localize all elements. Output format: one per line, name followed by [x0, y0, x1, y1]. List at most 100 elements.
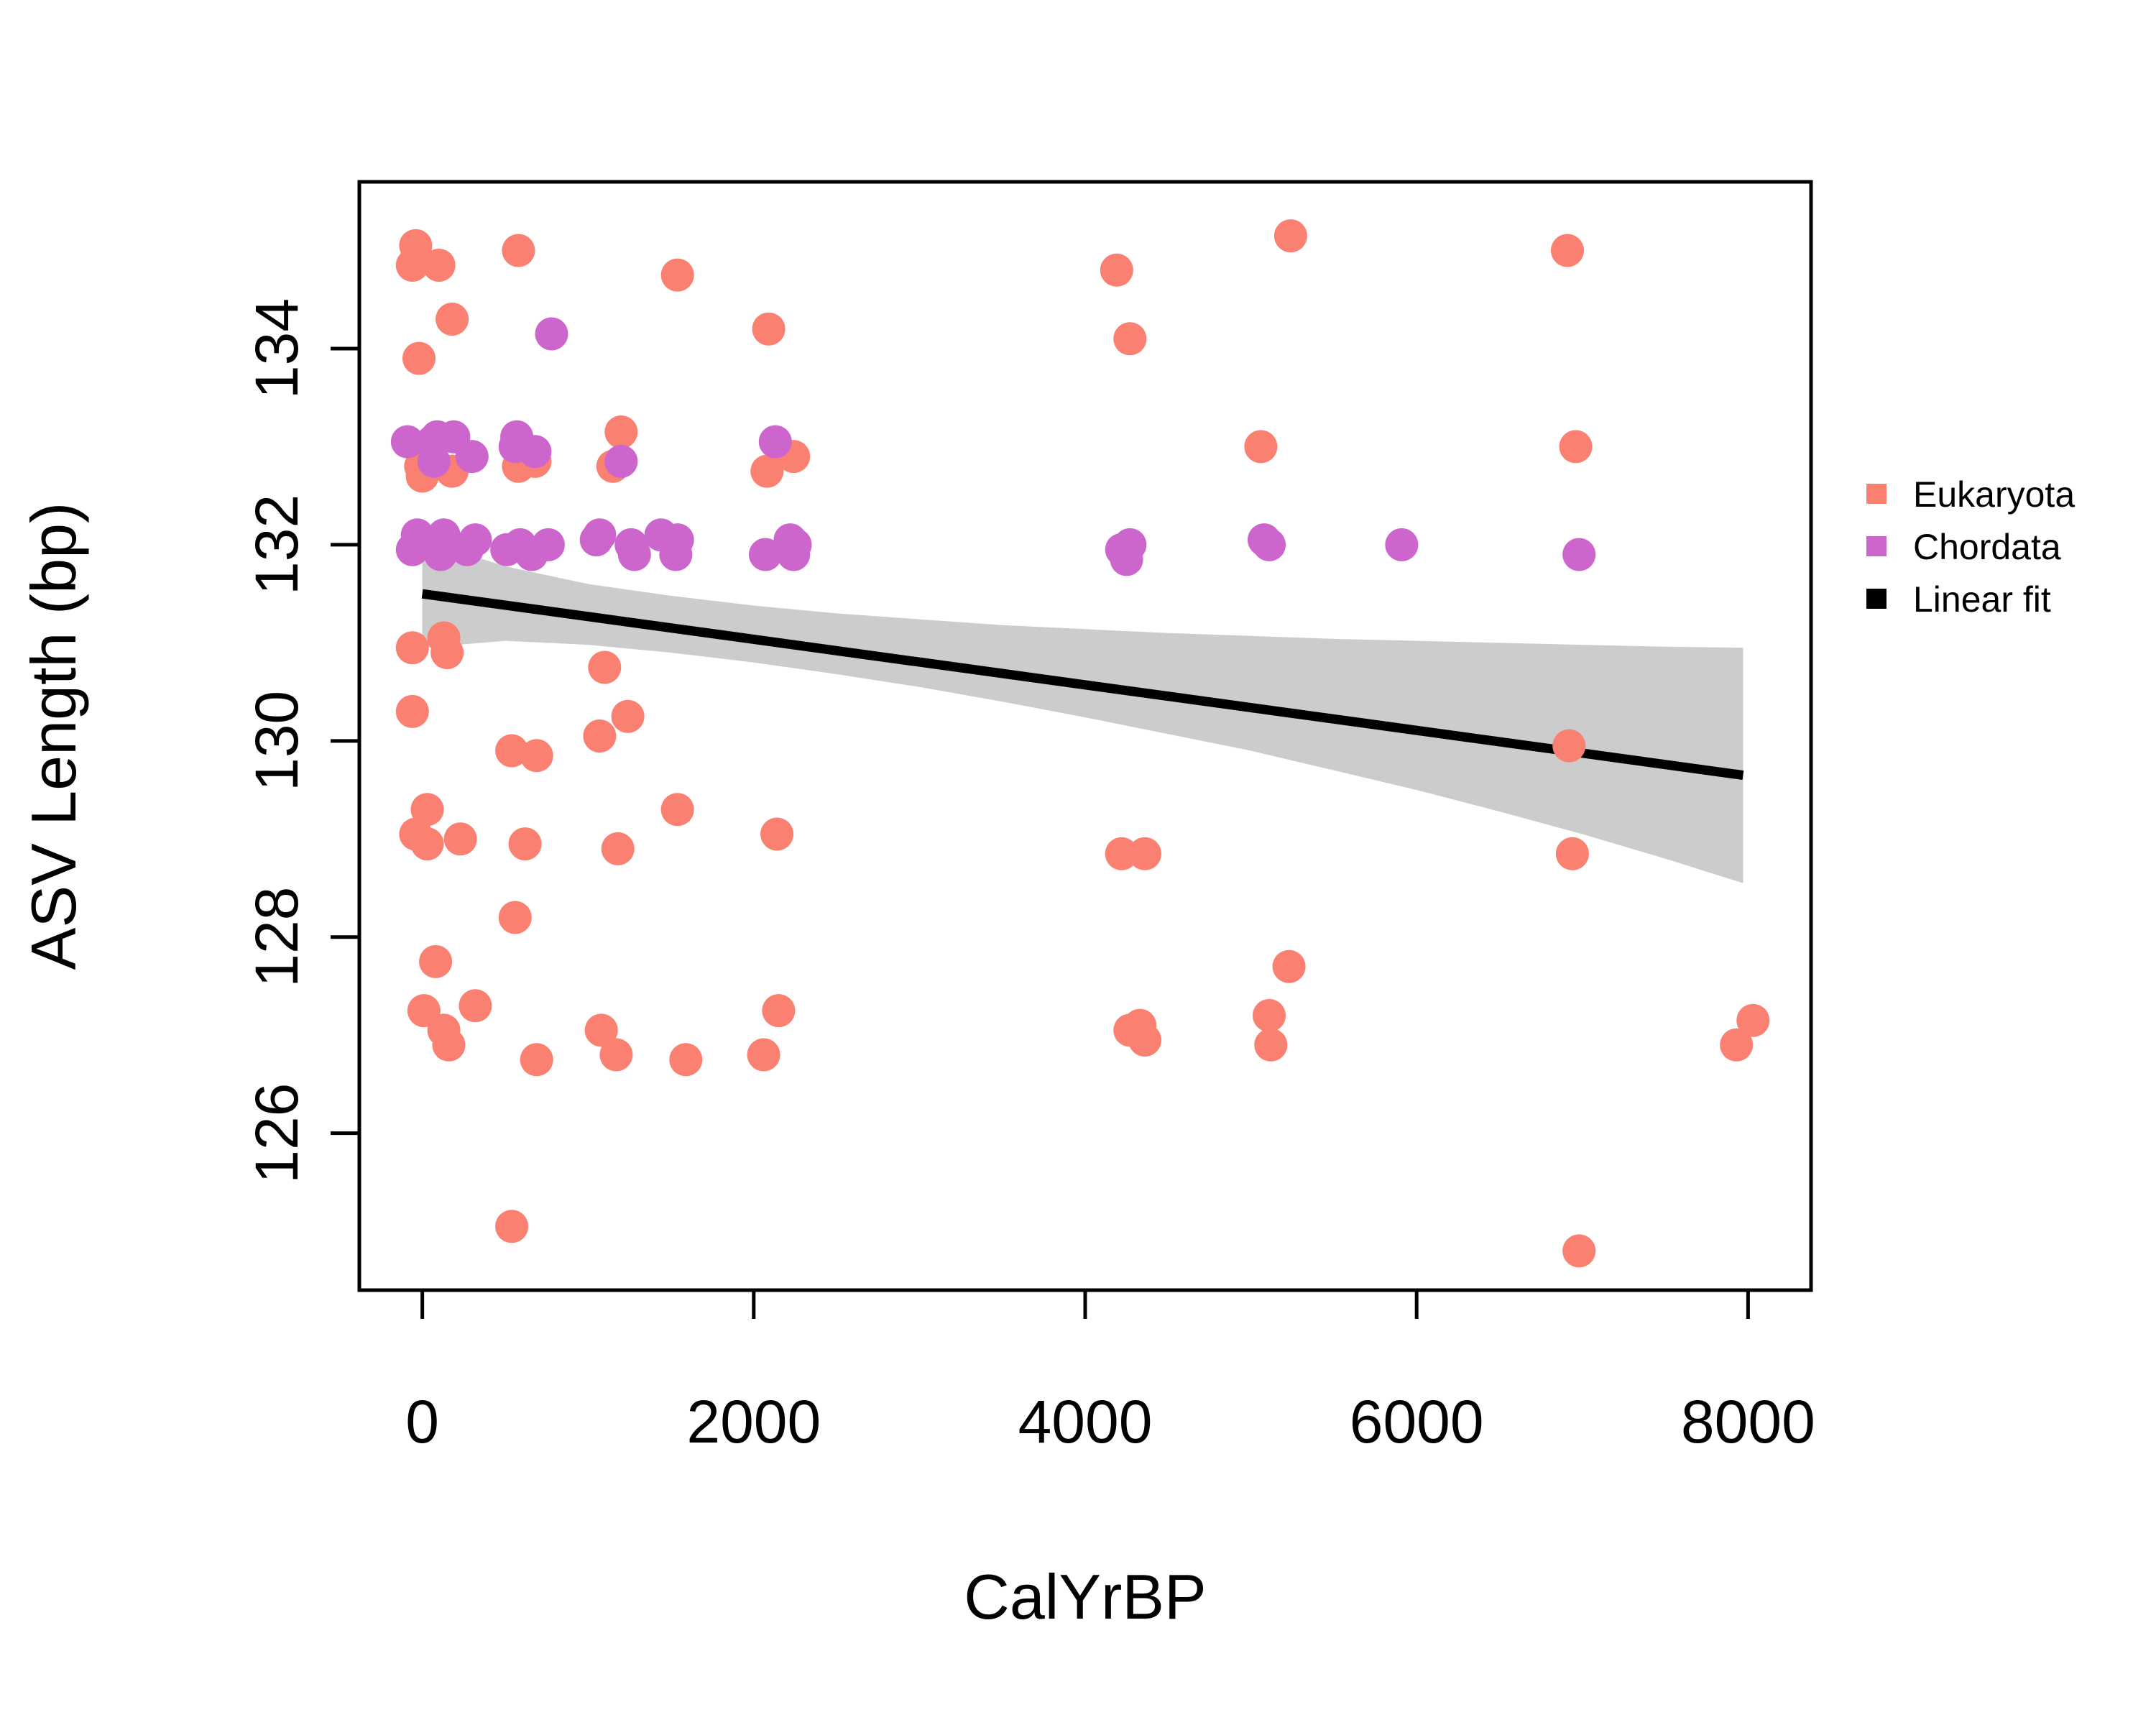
- chordata-point: [749, 538, 782, 571]
- x-tick-label: 0: [405, 1388, 439, 1455]
- chordata-point: [535, 317, 568, 351]
- x-tick-label: 4000: [1018, 1388, 1153, 1455]
- eukaryota-point: [1105, 837, 1138, 870]
- eukaryota-point: [495, 1210, 529, 1243]
- eukaryota-point: [502, 234, 535, 267]
- eukaryota-point: [1128, 1024, 1161, 1057]
- x-tick-label: 6000: [1350, 1388, 1484, 1455]
- eukaryota-point: [583, 719, 617, 753]
- y-axis-title: ASV Length (bp): [18, 502, 89, 970]
- eukaryota-point: [430, 636, 464, 669]
- eukaryota-point: [601, 832, 635, 865]
- eukaryota-point: [1272, 949, 1306, 983]
- eukaryota-point: [660, 258, 694, 292]
- legend: Eukaryota Chordata Linear fit: [1866, 474, 2075, 620]
- eukaryota-point: [760, 817, 794, 851]
- eukaryota-point: [1559, 430, 1593, 464]
- eukaryota-point: [443, 822, 477, 856]
- chordata-point: [450, 533, 484, 566]
- chordata-point: [1562, 538, 1596, 571]
- eukaryota-point: [508, 827, 542, 861]
- eukaryota-point: [498, 901, 532, 934]
- eukaryota-point: [747, 1038, 780, 1072]
- confidence-band: [422, 540, 1743, 883]
- chordata-point: [417, 444, 451, 478]
- chordata-point: [518, 435, 552, 469]
- eukaryota-point: [395, 249, 429, 282]
- eukaryota-point: [611, 699, 645, 733]
- legend-swatch-eukaryota: [1866, 484, 1886, 504]
- eukaryota-point: [436, 303, 469, 336]
- eukaryota-point: [1244, 430, 1278, 464]
- legend-label-chordata: Chordata: [1913, 527, 2061, 567]
- x-tick-label: 8000: [1681, 1388, 1815, 1455]
- eukaryota-point: [432, 1028, 466, 1062]
- eukaryota-point: [1555, 837, 1589, 870]
- legend-swatch-linear-fit: [1866, 589, 1886, 609]
- eukaryota-point: [604, 415, 638, 448]
- eukaryota-point: [1273, 219, 1307, 253]
- eukaryota-point: [1128, 837, 1161, 870]
- eukaryota-point: [1562, 1234, 1596, 1268]
- eukaryota-point: [402, 341, 436, 375]
- legend-label-linear-fit: Linear fit: [1913, 579, 2051, 620]
- eukaryota-point: [584, 1013, 618, 1047]
- eukaryota-point: [459, 989, 492, 1023]
- eukaryota-point: [410, 827, 444, 861]
- x-axis: 0 2000 4000 6000 8000: [405, 1288, 1815, 1455]
- x-axis-title: CalYrBP: [964, 1561, 1206, 1632]
- chordata-point: [604, 444, 638, 478]
- eukaryota-point: [762, 994, 796, 1028]
- linear-fit-line: [421, 589, 1744, 781]
- y-tick-label: 132: [243, 494, 310, 595]
- legend-label-eukaryota: Eukaryota: [1913, 474, 2075, 515]
- y-tick-label: 126: [243, 1083, 310, 1184]
- eukaryota-point: [599, 1038, 633, 1072]
- eukaryota-point: [1720, 1028, 1754, 1062]
- chordata-point: [1385, 528, 1419, 561]
- eukaryota-point: [419, 944, 453, 978]
- points-layer: [390, 219, 1770, 1268]
- chordata-point: [1253, 528, 1286, 561]
- chordata-point: [617, 538, 651, 571]
- eukaryota-point: [1736, 1003, 1770, 1037]
- eukaryota-point: [1253, 998, 1286, 1032]
- eukaryota-point: [750, 454, 784, 488]
- y-tick-label: 130: [243, 691, 310, 791]
- y-axis: 126 128 130 132 134: [243, 298, 361, 1184]
- eukaryota-point: [1100, 253, 1133, 287]
- y-tick-label: 134: [243, 298, 310, 399]
- chordata-point: [758, 425, 792, 459]
- eukaryota-point: [395, 631, 429, 665]
- eukaryota-point: [669, 1043, 703, 1077]
- chordata-point: [579, 523, 613, 557]
- chordata-point: [390, 425, 424, 459]
- x-tick-label: 2000: [686, 1388, 821, 1455]
- eukaryota-point: [1254, 1028, 1288, 1062]
- chordata-point: [531, 528, 565, 561]
- chordata-point: [455, 440, 489, 474]
- chordata-point: [395, 533, 429, 566]
- fit-line-layer: [421, 589, 1744, 781]
- chordata-point: [659, 538, 693, 571]
- eukaryota-point: [1113, 322, 1147, 356]
- legend-swatch-chordata: [1866, 536, 1886, 556]
- chordata-point: [424, 538, 457, 571]
- eukaryota-point: [752, 312, 786, 346]
- y-tick-label: 128: [243, 887, 310, 988]
- eukaryota-point: [395, 694, 429, 728]
- eukaryota-point: [660, 793, 694, 827]
- eukaryota-point: [410, 793, 444, 827]
- chordata-point: [1110, 543, 1143, 576]
- eukaryota-point: [520, 739, 553, 773]
- confidence-band-layer: [422, 540, 1743, 883]
- eukaryota-point: [495, 734, 529, 768]
- chordata-point: [777, 538, 811, 571]
- eukaryota-point: [1552, 729, 1586, 763]
- eukaryota-point: [520, 1043, 553, 1077]
- eukaryota-point: [1551, 234, 1584, 267]
- eukaryota-point: [588, 650, 622, 684]
- eukaryota-point: [422, 249, 456, 282]
